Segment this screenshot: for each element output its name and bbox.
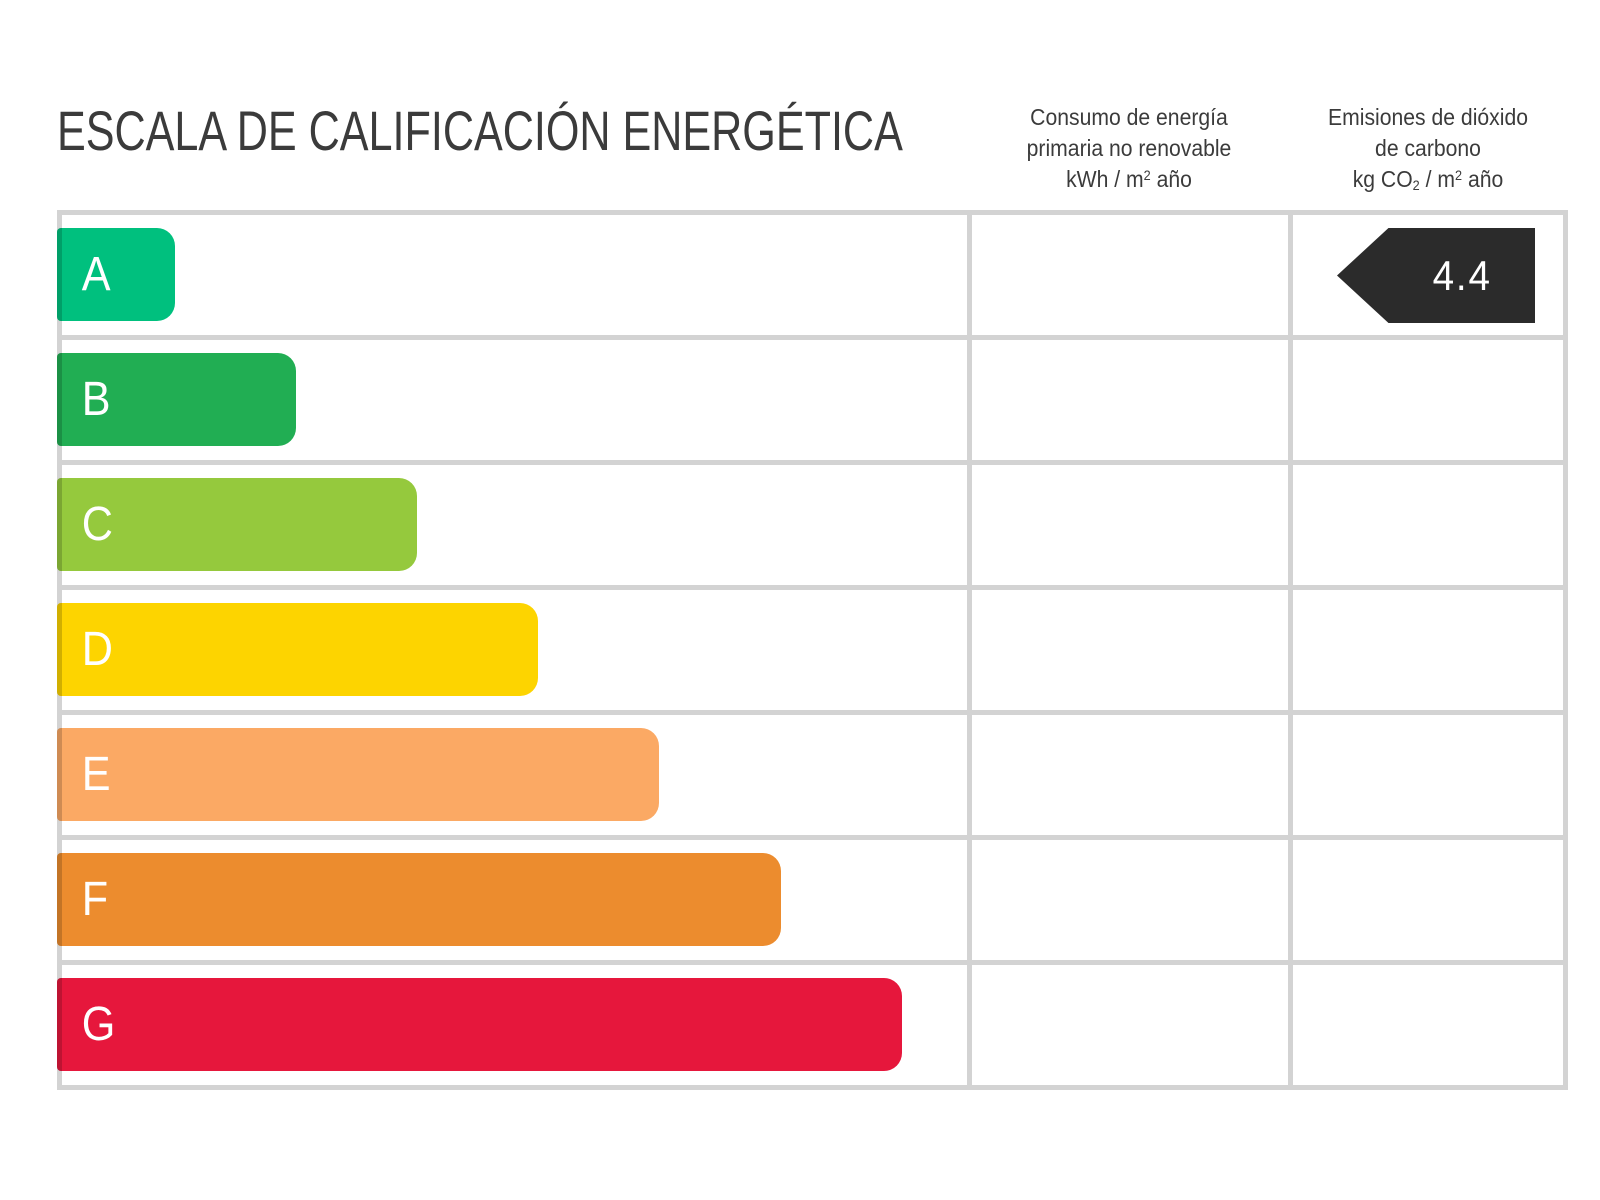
rating-row-g: G bbox=[57, 965, 1563, 1085]
rating-bar-d: D bbox=[57, 603, 538, 696]
rating-row-b: B bbox=[57, 340, 1563, 460]
rating-bar-c: C bbox=[57, 478, 417, 571]
page-title: ESCALA DE CALIFICACIÓN ENERGÉTICA bbox=[57, 99, 903, 162]
rating-row-f: F bbox=[57, 840, 1563, 960]
rating-bar-f: F bbox=[57, 853, 781, 946]
consumption-header-unit: kWh / m2 año bbox=[1066, 166, 1192, 192]
rating-letter-f: F bbox=[81, 872, 109, 926]
column-divider-emissions bbox=[1288, 215, 1293, 1085]
emissions-column-header: Emisiones de dióxido de carbono kg CO2 /… bbox=[1263, 102, 1593, 198]
emissions-value-tag: 4.4 bbox=[1337, 228, 1535, 323]
emissions-value: 4.4 bbox=[1432, 251, 1492, 299]
rating-letter-d: D bbox=[81, 622, 114, 676]
rating-letter-c: C bbox=[81, 497, 114, 551]
subscript-2: 2 bbox=[1412, 178, 1420, 194]
column-divider-consumption bbox=[967, 215, 972, 1085]
rating-letter-a: A bbox=[81, 247, 111, 301]
emissions-header-line2: de carbono bbox=[1375, 135, 1481, 161]
rating-scale-table: A 4.4 B C D E F G bbox=[57, 210, 1568, 1090]
consumption-header-line1: Consumo de energía bbox=[1030, 104, 1228, 130]
rating-row-c: C bbox=[57, 465, 1563, 585]
rating-letter-b: B bbox=[81, 372, 111, 426]
rating-bar-b: B bbox=[57, 353, 296, 446]
superscript-2: 2 bbox=[1143, 168, 1151, 184]
consumption-column-header: Consumo de energía primaria no renovable… bbox=[964, 102, 1294, 198]
rating-row-e: E bbox=[57, 715, 1563, 835]
superscript-2: 2 bbox=[1455, 168, 1463, 184]
emissions-header-unit: kg CO2 / m2 año bbox=[1352, 166, 1504, 194]
rating-bar-g: G bbox=[57, 978, 902, 1071]
rating-bar-e: E bbox=[57, 728, 659, 821]
consumption-header-line2: primaria no renovable bbox=[1026, 135, 1232, 161]
rating-letter-e: E bbox=[81, 747, 111, 801]
rating-row-a: A 4.4 bbox=[57, 215, 1563, 335]
rating-row-d: D bbox=[57, 590, 1563, 710]
rating-letter-g: G bbox=[81, 997, 116, 1051]
emissions-header-line1: Emisiones de dióxido bbox=[1328, 104, 1528, 130]
rating-bar-a: A bbox=[57, 228, 175, 321]
